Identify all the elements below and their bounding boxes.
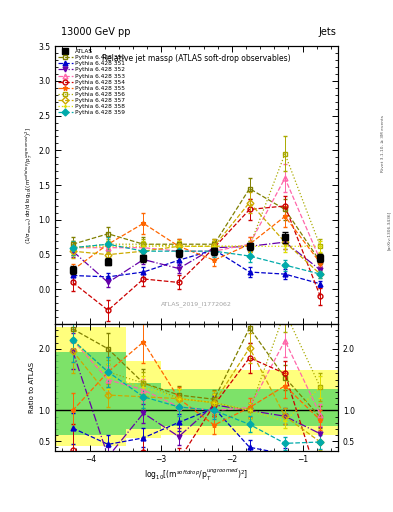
Legend: ATLAS, Pythia 6.428 350, Pythia 6.428 351, Pythia 6.428 352, Pythia 6.428 353, P: ATLAS, Pythia 6.428 350, Pythia 6.428 35… xyxy=(57,48,126,117)
Text: Jets: Jets xyxy=(318,27,336,37)
Text: 13000 GeV pp: 13000 GeV pp xyxy=(61,27,130,37)
Text: ATLAS_2019_I1772062: ATLAS_2019_I1772062 xyxy=(161,302,232,308)
Y-axis label: Ratio to ATLAS: Ratio to ATLAS xyxy=(29,362,35,413)
X-axis label: log$_{10}$[(m$^{soft drop}$/p$_T^{ungroomed}$)$^2$]: log$_{10}$[(m$^{soft drop}$/p$_T^{ungroo… xyxy=(144,467,249,483)
Text: Relative jet massρ (ATLAS soft-drop observables): Relative jet massρ (ATLAS soft-drop obse… xyxy=(102,54,291,63)
Text: Rivet 3.1.10, ≥ 3M events: Rivet 3.1.10, ≥ 3M events xyxy=(381,115,385,172)
Text: [arXiv:1306.3436]: [arXiv:1306.3436] xyxy=(387,211,391,250)
Y-axis label: (1/σ$_{resum}$) dσ/d log$_{10}$[(m$^{soft drop}$/p$_T^{ungroomed}$)$^2$]: (1/σ$_{resum}$) dσ/d log$_{10}$[(m$^{sof… xyxy=(24,126,35,244)
